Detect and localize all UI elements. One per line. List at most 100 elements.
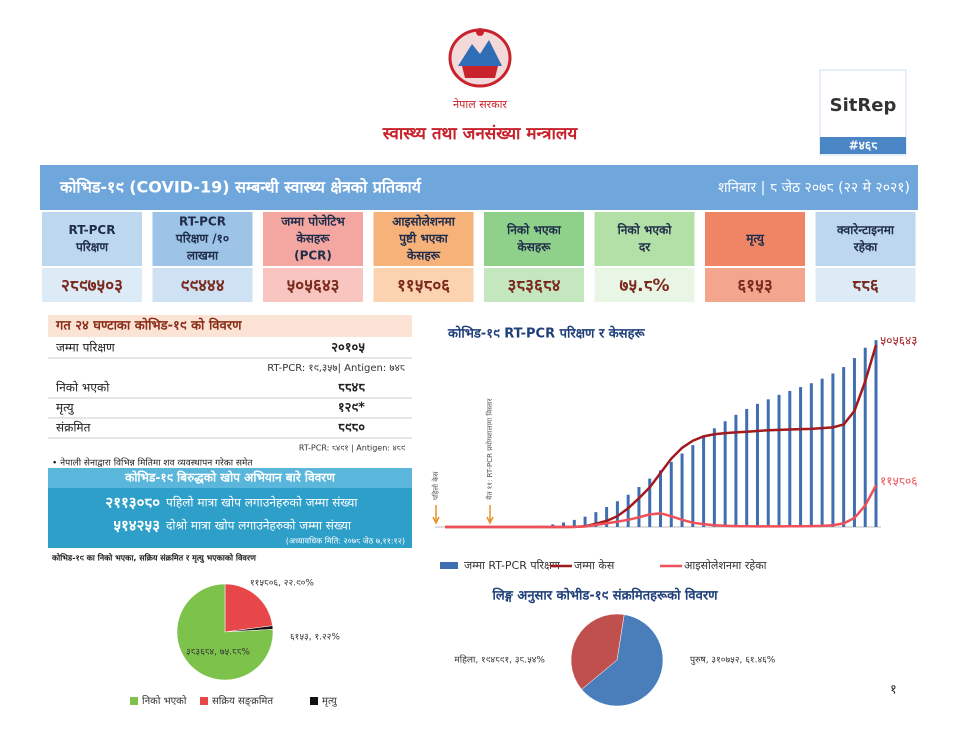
bar — [874, 340, 878, 527]
card-label: निको भएको — [617, 223, 673, 237]
vaccination-value: ५१४२५३ — [113, 517, 160, 535]
vaccination-header — [48, 468, 412, 488]
legend-label: मृत्यु — [322, 696, 338, 707]
card-label: RT-PCR — [179, 215, 226, 229]
card-label: (PCR) — [294, 249, 332, 263]
legend-swatch — [310, 697, 318, 705]
bar — [680, 453, 684, 527]
bar — [572, 519, 576, 527]
bar — [615, 501, 619, 527]
last24-header — [48, 315, 412, 337]
vaccination-label: पहिलो मात्रा खोप लगाउनेहरुको जम्मा संख्य… — [166, 496, 358, 510]
annotation: पहिलो केस — [431, 471, 440, 500]
card-label: क्वारेन्टाइनमा — [836, 223, 895, 237]
card-label: केसहरू — [516, 240, 551, 254]
card-value-box — [152, 268, 253, 302]
bar — [809, 383, 813, 527]
bar — [734, 414, 738, 527]
row-label: निको भएको — [56, 381, 110, 395]
card-label: जम्मा पोजेटिभ — [280, 215, 345, 229]
bar — [594, 512, 598, 527]
bar — [691, 445, 695, 527]
end-label: ११५८०६ — [880, 474, 917, 488]
bar — [712, 428, 716, 527]
bar — [852, 358, 856, 527]
bar — [637, 487, 641, 527]
legend-label: निको भएको — [142, 695, 187, 707]
legend-swatch — [130, 697, 138, 705]
bar — [788, 390, 792, 527]
card-label-box — [484, 212, 584, 266]
card-label-box — [705, 212, 805, 266]
vaccination-note: (अध्यावधिक मिति: २०७८ जेठ ७,११:१२) — [286, 536, 405, 546]
row-value: ८९८० — [338, 421, 365, 436]
card-label-box — [373, 212, 474, 266]
legend-label: जम्मा केस — [574, 559, 615, 572]
vaccination-title: कोभिड-१९ बिरुद्धको खोप अभियान बारे विवरण — [124, 471, 336, 485]
last24-note: • नेपाली सेनाद्वारा विभिन्न मितिमा शव व्… — [52, 457, 253, 469]
card-label-box — [263, 212, 363, 266]
card-value-box — [815, 268, 916, 302]
card-label: निको भएका — [506, 223, 562, 237]
row-value: १२९* — [338, 401, 365, 416]
pie-slice — [581, 614, 664, 707]
ministry: स्वास्थ्य तथा जनसंख्या मन्त्रालय — [382, 124, 579, 144]
pie-slice — [224, 583, 273, 633]
card-value-box — [705, 268, 805, 302]
page-number: १ — [890, 683, 897, 698]
badge-band — [820, 137, 906, 154]
bar — [799, 387, 803, 527]
row-value: २०१०५ — [331, 341, 365, 356]
annotation: चैत ११: RT-PCR प्रयोगशालामा विस्तार — [485, 398, 494, 500]
legend-label: जम्मा RT-PCR परिक्षण — [464, 559, 561, 572]
card-value: ८८६ — [852, 276, 879, 296]
card-value: ७५.८% — [619, 276, 669, 296]
annotation-arrow — [432, 505, 440, 525]
card-label: मृत्यु — [745, 232, 765, 247]
bar — [831, 373, 835, 527]
bar — [551, 524, 555, 527]
card-label: परिक्षण /१० — [175, 232, 229, 246]
legend-label: आइसोलेशनमा रहेका — [684, 559, 767, 572]
bar — [626, 494, 630, 527]
card-label: दर — [638, 240, 651, 254]
legend-swatch — [200, 697, 208, 705]
bar — [766, 399, 770, 527]
card-label-box — [152, 212, 253, 266]
bar — [605, 507, 609, 527]
row-label: संक्रमित — [56, 421, 92, 435]
bar — [702, 436, 706, 527]
card-value: ५०५६४३ — [286, 276, 339, 296]
value-label: पुरुष, ३१०७५२, ६१.४६% — [690, 656, 776, 666]
bar — [562, 522, 566, 527]
row-detail: RT-PCR: ८४९१ | Antigen: ४८९ — [299, 444, 405, 453]
card-label: लाखमा — [186, 249, 219, 263]
row-value: ८८४८ — [338, 381, 365, 396]
card-label-box — [815, 212, 916, 266]
card-value-box — [42, 268, 142, 302]
card-value-box — [263, 268, 363, 302]
value-label: ११५८०६, २२.९०% — [250, 579, 314, 589]
card-label: पुष्टी भएका — [398, 232, 448, 247]
emblem — [448, 28, 512, 88]
card-label-box — [42, 212, 142, 266]
chart-title: कोभिड-१९ RT-PCR परिक्षण र केसहरू — [447, 326, 645, 342]
pie-slice — [570, 613, 625, 690]
banner-date: शनिबार | ८ जेठ २०७८ (२२ मे २०२१) — [718, 179, 910, 196]
chart-title: लिङ्ग अनुसार कोभीड-१९ संक्रमितहरूको विवर… — [491, 588, 718, 604]
bar — [669, 461, 673, 527]
card-value: ९९४४४ — [180, 276, 224, 296]
bar — [659, 470, 662, 527]
legend-swatch — [440, 562, 458, 569]
report-number: #४६८ — [849, 139, 878, 153]
line — [445, 484, 878, 529]
bar — [755, 403, 759, 527]
last24-title: गत २४ घण्टाका कोभिड-१९ को विवरण — [55, 318, 242, 334]
card-value-box — [594, 268, 695, 302]
bar — [745, 408, 749, 527]
row-label: जम्मा परिक्षण — [56, 341, 115, 355]
card-value: ३८३६८४ — [507, 276, 560, 296]
card-label: रहेका — [853, 240, 878, 254]
vaccination-value: २११३०८० — [105, 494, 160, 512]
